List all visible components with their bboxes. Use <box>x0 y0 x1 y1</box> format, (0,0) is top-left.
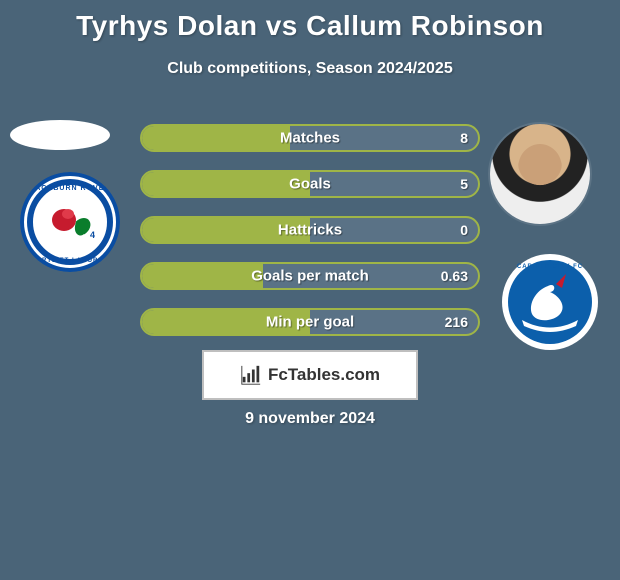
metric-label: Min per goal <box>142 314 478 331</box>
metric-value-right: 8 <box>460 130 468 146</box>
club-left-logo: BLACKBURN ROVERS ARTE ET LABORE 4 <box>20 172 120 272</box>
brand-box[interactable]: FcTables.com <box>202 350 418 400</box>
bar-row-goals: Goals 5 <box>140 170 480 198</box>
club-right-logo: CARDIFF CITY FC <box>500 252 600 352</box>
comparison-bars: Matches 8 Goals 5 Hattricks 0 Goals per … <box>140 124 480 354</box>
bar-row-gpm: Goals per match 0.63 <box>140 262 480 290</box>
svg-text:CARDIFF CITY FC: CARDIFF CITY FC <box>517 264 583 270</box>
page-subtitle: Club competitions, Season 2024/2025 <box>0 60 620 78</box>
date-stamp: 9 november 2024 <box>0 410 620 428</box>
metric-label: Goals <box>142 176 478 193</box>
metric-value-right: 216 <box>445 314 468 330</box>
player-right-avatar <box>490 124 590 224</box>
player-left-avatar <box>10 120 110 150</box>
page-title: Tyrhys Dolan vs Callum Robinson <box>0 0 620 42</box>
bar-row-mpg: Min per goal 216 <box>140 308 480 336</box>
metric-label: Hattricks <box>142 222 478 239</box>
metric-label: Matches <box>142 130 478 147</box>
svg-text:ARTE ET LABORE: ARTE ET LABORE <box>37 258 104 264</box>
svg-text:4: 4 <box>90 230 95 240</box>
svg-text:BLACKBURN ROVERS: BLACKBURN ROVERS <box>24 185 116 192</box>
brand-label: FcTables.com <box>268 365 380 385</box>
bar-row-hattricks: Hattricks 0 <box>140 216 480 244</box>
metric-label: Goals per match <box>142 268 478 285</box>
chart-icon <box>240 364 262 386</box>
metric-value-right: 0 <box>460 222 468 238</box>
bar-row-matches: Matches 8 <box>140 124 480 152</box>
metric-value-right: 0.63 <box>441 268 468 284</box>
metric-value-right: 5 <box>460 176 468 192</box>
